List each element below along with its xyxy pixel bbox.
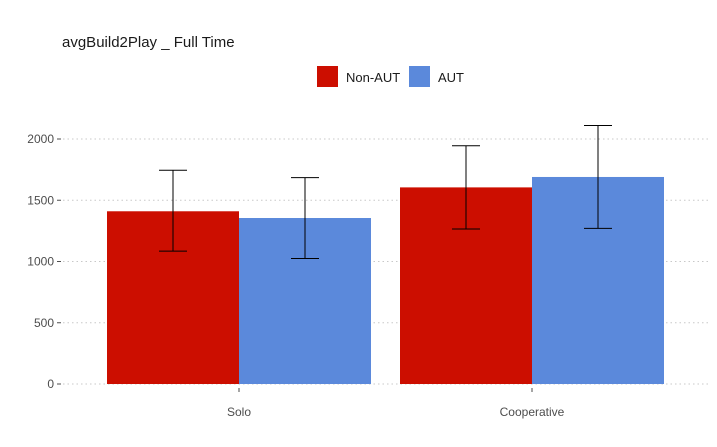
x-tick-label: Solo [227,405,251,419]
y-tick-label: 500 [34,316,54,330]
legend-swatch-non-aut [317,66,338,87]
y-tick-label: 2000 [27,132,54,146]
chart-title: avgBuild2Play _ Full Time [62,34,235,51]
y-tick-label: 0 [47,377,54,391]
bars [107,176,664,384]
legend-swatch-aut [409,66,430,87]
legend-label-aut: AUT [438,70,464,85]
error-bar-cooperative-non-aut [452,145,480,230]
x-axis: Solo Cooperative [227,388,565,419]
y-tick-label: 1000 [27,255,54,269]
legend-label-non-aut: Non-AUT [346,70,400,85]
y-tick-label: 1500 [27,193,54,207]
legend: Non-AUT AUT [317,66,464,87]
error-bar-solo-non-aut [159,169,187,252]
x-tick-label: Cooperative [500,405,565,419]
y-axis: 0 500 1000 1500 2000 [27,132,61,391]
error-bar-cooperative-aut [584,125,612,229]
error-bars [159,125,612,259]
error-bar-solo-aut [291,177,319,259]
